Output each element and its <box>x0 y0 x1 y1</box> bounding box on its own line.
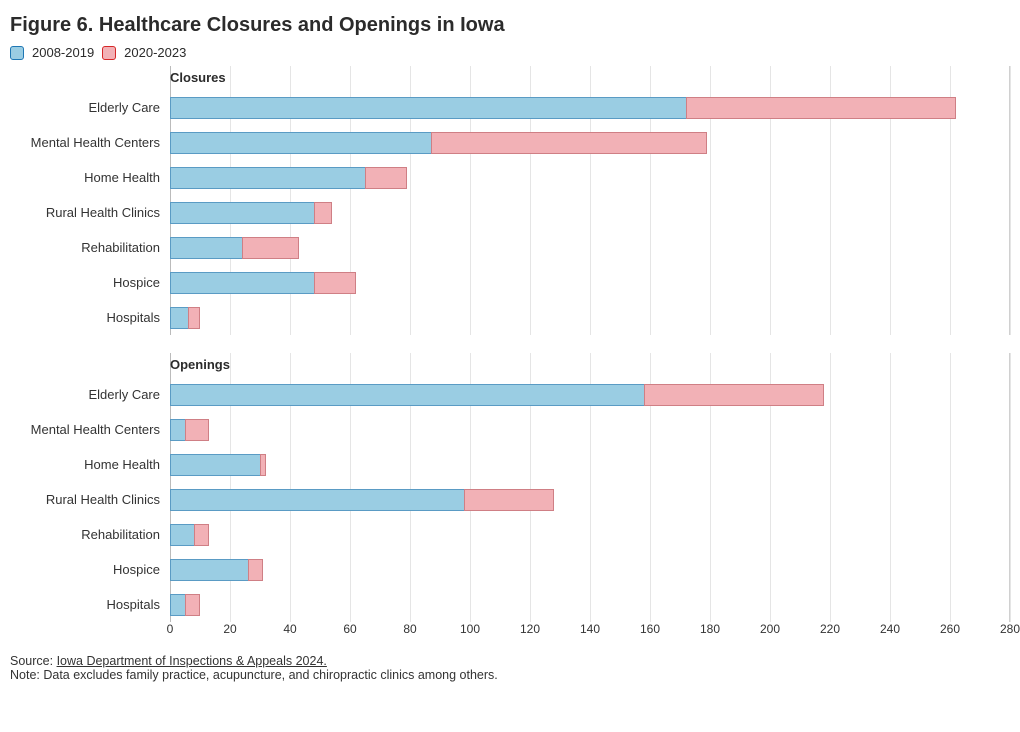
x-axis: 020406080100120140160180200220240260280 <box>170 622 1010 644</box>
category-label: Rural Health Clinics <box>10 482 170 517</box>
category-label: Elderly Care <box>10 377 170 412</box>
x-tick: 240 <box>880 622 900 636</box>
bar-row <box>170 90 1009 125</box>
bar-2008-2019 <box>170 524 194 546</box>
x-tick: 260 <box>940 622 960 636</box>
x-tick: 0 <box>167 622 174 636</box>
panel-title: Closures <box>170 66 1009 90</box>
x-tick: 220 <box>820 622 840 636</box>
figure-title: Figure 6. Healthcare Closures and Openin… <box>10 14 1010 37</box>
bar-2008-2019 <box>170 167 365 189</box>
category-label: Hospice <box>10 265 170 300</box>
category-label: Home Health <box>10 447 170 482</box>
bar-2020-2023 <box>194 524 209 546</box>
bar-2020-2023 <box>431 132 707 154</box>
bar-row <box>170 587 1009 622</box>
source-link[interactable]: Iowa Department of Inspections & Appeals… <box>57 654 327 668</box>
bar-2020-2023 <box>242 237 299 259</box>
legend-label-2020-2023: 2020-2023 <box>124 45 186 60</box>
bar-row <box>170 377 1009 412</box>
legend-label-2008-2019: 2008-2019 <box>32 45 94 60</box>
bar-2008-2019 <box>170 307 188 329</box>
bar-row <box>170 517 1009 552</box>
bar-2008-2019 <box>170 594 185 616</box>
category-label: Mental Health Centers <box>10 412 170 447</box>
bar-2020-2023 <box>188 307 200 329</box>
category-label: Mental Health Centers <box>10 125 170 160</box>
x-tick: 60 <box>343 622 356 636</box>
bar-row <box>170 447 1009 482</box>
x-tick: 140 <box>580 622 600 636</box>
bar-2008-2019 <box>170 97 686 119</box>
bar-row <box>170 160 1009 195</box>
legend-swatch-2020-2023 <box>102 46 116 60</box>
panel-openings: Elderly CareMental Health CentersHome He… <box>10 353 1010 622</box>
footer: Source: Iowa Department of Inspections &… <box>10 654 1010 682</box>
bar-row <box>170 265 1009 300</box>
bar-2020-2023 <box>686 97 956 119</box>
bar-2008-2019 <box>170 132 431 154</box>
bar-2008-2019 <box>170 419 185 441</box>
x-tick: 180 <box>700 622 720 636</box>
category-label: Home Health <box>10 160 170 195</box>
x-tick: 100 <box>460 622 480 636</box>
bar-row <box>170 195 1009 230</box>
panel-title: Openings <box>170 353 1009 377</box>
bar-2008-2019 <box>170 384 644 406</box>
panel-closures: Elderly CareMental Health CentersHome He… <box>10 66 1010 335</box>
bar-2008-2019 <box>170 454 260 476</box>
bar-row <box>170 482 1009 517</box>
bar-2020-2023 <box>464 489 554 511</box>
x-tick: 80 <box>403 622 416 636</box>
bar-row <box>170 230 1009 265</box>
x-tick: 40 <box>283 622 296 636</box>
x-tick: 160 <box>640 622 660 636</box>
bar-2020-2023 <box>314 272 356 294</box>
bar-2008-2019 <box>170 559 248 581</box>
footer-note: Note: Data excludes family practice, acu… <box>10 668 498 682</box>
x-tick: 120 <box>520 622 540 636</box>
bar-2020-2023 <box>365 167 407 189</box>
category-label: Hospitals <box>10 587 170 622</box>
category-label: Hospitals <box>10 300 170 335</box>
bar-row <box>170 125 1009 160</box>
x-tick: 200 <box>760 622 780 636</box>
bar-2020-2023 <box>185 419 209 441</box>
bar-2020-2023 <box>260 454 266 476</box>
bar-row <box>170 412 1009 447</box>
bar-2008-2019 <box>170 237 242 259</box>
bar-2008-2019 <box>170 489 464 511</box>
x-tick: 20 <box>223 622 236 636</box>
x-tick: 280 <box>1000 622 1020 636</box>
bar-2008-2019 <box>170 272 314 294</box>
category-label: Hospice <box>10 552 170 587</box>
source-prefix: Source: <box>10 654 57 668</box>
bar-2020-2023 <box>248 559 263 581</box>
category-label: Rural Health Clinics <box>10 195 170 230</box>
bar-2020-2023 <box>644 384 824 406</box>
bar-2008-2019 <box>170 202 314 224</box>
bar-row <box>170 552 1009 587</box>
category-label: Rehabilitation <box>10 230 170 265</box>
bar-2020-2023 <box>185 594 200 616</box>
legend-swatch-2008-2019 <box>10 46 24 60</box>
chart: Elderly CareMental Health CentersHome He… <box>10 66 1010 644</box>
category-label: Rehabilitation <box>10 517 170 552</box>
bar-2020-2023 <box>314 202 332 224</box>
legend: 2008-2019 2020-2023 <box>10 45 1010 60</box>
bar-row <box>170 300 1009 335</box>
category-label: Elderly Care <box>10 90 170 125</box>
